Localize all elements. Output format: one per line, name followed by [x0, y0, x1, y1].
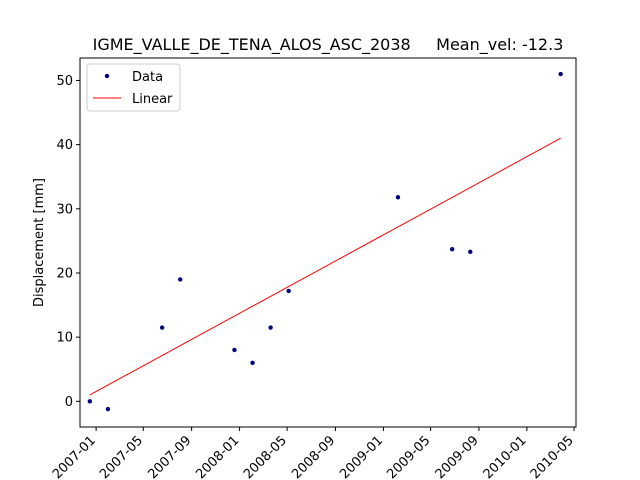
legend-box: [86, 63, 181, 112]
legend-label: Data: [132, 70, 163, 85]
data-point: [87, 399, 93, 404]
y-tick-label: 10: [56, 331, 73, 346]
data-point: [105, 406, 111, 412]
data-point: [395, 195, 401, 200]
y-tick-label: 40: [56, 138, 73, 153]
data-point: [232, 347, 237, 353]
data-point: [286, 288, 291, 294]
data-point: [250, 360, 255, 366]
legend-label: Linear: [132, 92, 173, 107]
y-tick-label: 50: [56, 74, 73, 89]
linear-fit-line: [89, 137, 561, 396]
data-point: [449, 247, 455, 252]
legend: Data Linear: [86, 63, 181, 112]
y-tick-label: 30: [56, 202, 73, 217]
data-point: [268, 325, 273, 330]
data-point: [558, 71, 563, 77]
y-axis-label: Displacement [mm]: [32, 178, 47, 307]
axes-frame: [79, 57, 577, 428]
y-tick-label: 20: [56, 266, 73, 281]
data-point: [159, 325, 165, 330]
chart-title: IGME_VALLE_DE_TENA_ALOS_ASC_2038 Mean_ve…: [93, 35, 564, 55]
data-point: [178, 277, 183, 282]
legend-point-swatch: [104, 73, 110, 79]
data-point: [468, 249, 473, 255]
y-tick-label: 0: [65, 395, 73, 410]
